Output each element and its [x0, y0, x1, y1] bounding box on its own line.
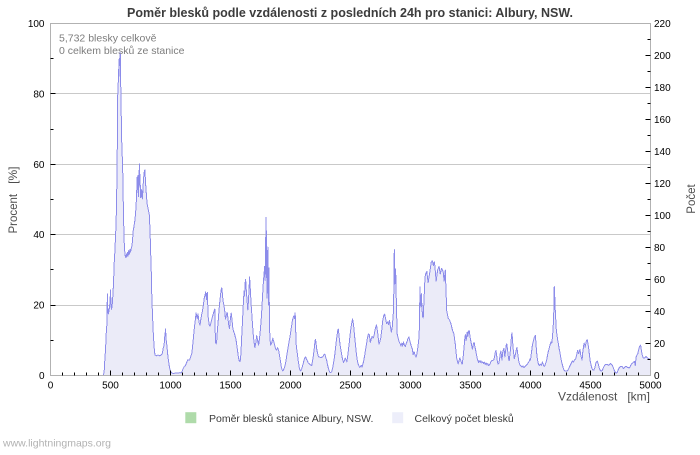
- svg-text:0: 0: [39, 371, 45, 382]
- svg-text:Procent: Procent: [8, 193, 20, 233]
- svg-text:0 celkem blesků ze stanice: 0 celkem blesků ze stanice: [59, 45, 185, 57]
- svg-text:180: 180: [654, 83, 671, 94]
- svg-text:1000: 1000: [159, 381, 182, 392]
- svg-text:Celkový počet blesků: Celkový počet blesků: [415, 413, 514, 425]
- svg-text:40: 40: [654, 307, 666, 318]
- svg-text:40: 40: [33, 230, 45, 241]
- svg-text:3500: 3500: [459, 381, 482, 392]
- svg-text:200: 200: [654, 51, 671, 62]
- svg-text:2000: 2000: [279, 381, 302, 392]
- svg-text:100: 100: [654, 211, 671, 222]
- svg-text:140: 140: [654, 147, 671, 158]
- svg-text:20: 20: [654, 339, 666, 350]
- svg-text:4000: 4000: [519, 381, 542, 392]
- svg-text:Poměr blesků podle vzdálenosti: Poměr blesků podle vzdálenosti z posledn…: [127, 6, 573, 20]
- svg-text:Počet: Počet: [686, 183, 698, 213]
- svg-text:3000: 3000: [399, 381, 422, 392]
- svg-text:80: 80: [654, 243, 666, 254]
- svg-text:60: 60: [33, 160, 45, 171]
- svg-text:220: 220: [654, 19, 671, 30]
- svg-text:4500: 4500: [579, 381, 602, 392]
- svg-text:5000: 5000: [639, 381, 662, 392]
- svg-text:5,732 blesky celkově: 5,732 blesky celkově: [59, 33, 157, 45]
- svg-text:100: 100: [28, 19, 45, 30]
- svg-text:0: 0: [48, 381, 54, 392]
- svg-text:2500: 2500: [339, 381, 362, 392]
- svg-text:[%]: [%]: [6, 167, 20, 184]
- svg-text:60: 60: [654, 275, 666, 286]
- svg-text:120: 120: [654, 179, 671, 190]
- svg-text:1500: 1500: [219, 381, 242, 392]
- svg-text:www.lightningmaps.org: www.lightningmaps.org: [2, 437, 111, 449]
- svg-text:80: 80: [33, 89, 45, 100]
- svg-text:0: 0: [654, 371, 660, 382]
- svg-text:Vzdálenost [km]: Vzdálenost [km]: [558, 390, 650, 404]
- svg-text:500: 500: [102, 381, 119, 392]
- svg-text:160: 160: [654, 115, 671, 126]
- svg-text:Poměr blesků stanice Albury, N: Poměr blesků stanice Albury, NSW.: [209, 413, 373, 425]
- svg-text:20: 20: [33, 301, 45, 312]
